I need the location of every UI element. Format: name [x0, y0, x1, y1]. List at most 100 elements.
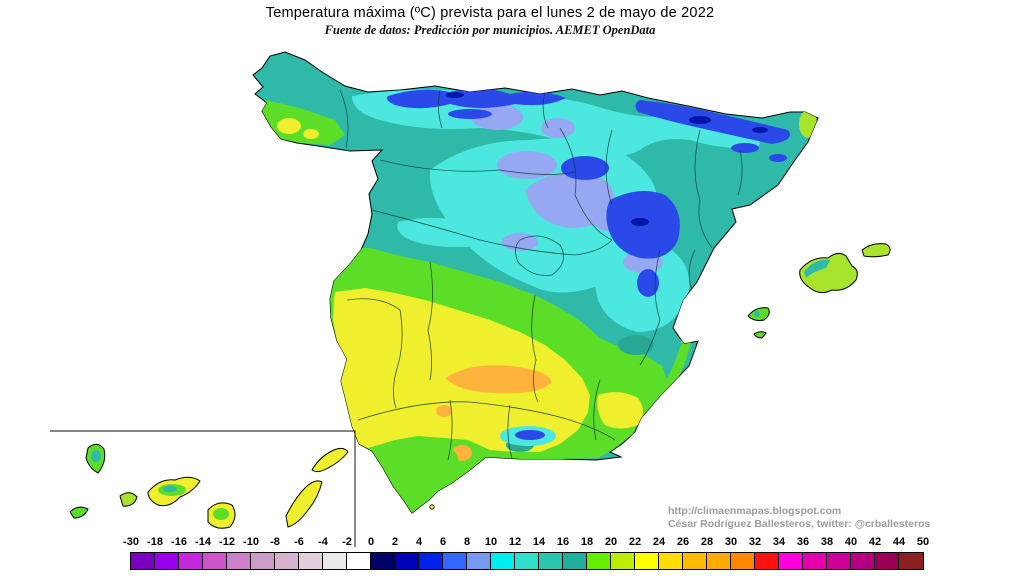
legend-tick-label: 2	[391, 536, 399, 548]
ibiza-teal-spot	[754, 311, 760, 317]
temp-region-periwinkle-2	[541, 118, 575, 138]
legend-segment	[563, 553, 587, 569]
legend-tick-label: 8	[463, 536, 471, 548]
legend-segment	[299, 553, 323, 569]
legend-segment	[851, 553, 875, 569]
temp-region-teal-murcia	[618, 335, 654, 355]
attribution: http://climaenmapas.blogspot.com César R…	[668, 505, 930, 531]
legend-segment	[731, 553, 755, 569]
legend-segment	[227, 553, 251, 569]
temp-region-yellow-galicia-2	[303, 129, 319, 139]
legend-segment	[611, 553, 635, 569]
legend-tick-label: 34	[772, 536, 786, 548]
temp-region-orange-lamancha	[445, 365, 552, 394]
temp-region-yellow-murcia	[597, 392, 643, 429]
attribution-author: César Rodríguez Ballesteros, twitter: @c…	[668, 518, 931, 530]
tenerife-teal-core	[163, 486, 177, 492]
legend-tick-label: -4	[318, 536, 328, 548]
legend-segment	[827, 553, 851, 569]
legend-tick-label: 24	[652, 536, 666, 548]
legend-segment	[347, 553, 371, 569]
legend-segment	[755, 553, 779, 569]
la-gomera-island	[119, 492, 138, 507]
legend-tick-label: -10	[243, 536, 259, 548]
el-hierro-island	[69, 506, 89, 519]
legend-tick-label: 26	[676, 536, 690, 548]
legend-segment	[659, 553, 683, 569]
temp-region-green-galicia	[262, 100, 345, 145]
lanzarote-island	[311, 447, 349, 473]
legend-tick-label: 30	[724, 536, 738, 548]
legend-tick-label: 22	[628, 536, 642, 548]
legend-tick-label: 16	[556, 536, 570, 548]
legend-segment	[635, 553, 659, 569]
temp-region-navy-2	[689, 116, 711, 124]
legend-segment	[419, 553, 443, 569]
balearic-islands	[747, 243, 891, 339]
temp-region-blue-pyrenees-2	[731, 143, 759, 153]
ceuta-dot	[429, 504, 435, 510]
legend-segment	[539, 553, 563, 569]
mallorca-tramuntana	[804, 259, 830, 278]
legend-tick-label: -6	[294, 536, 304, 548]
temp-region-blue-cantabrian-2	[448, 109, 492, 119]
legend-segment	[803, 553, 827, 569]
temp-region-yellow-south	[333, 288, 590, 452]
temp-region-blue-pyrenees-3	[769, 154, 787, 162]
temp-region-navy-4	[631, 218, 649, 226]
legend-tick-label: 28	[700, 536, 714, 548]
legend-tick-label: 20	[604, 536, 618, 548]
temp-region-yellow-galicia-1	[277, 118, 301, 134]
legend-tick-label: -2	[342, 536, 352, 548]
gran-canaria-green-core	[213, 508, 229, 520]
inset-border	[50, 430, 356, 547]
legend-segment	[587, 553, 611, 569]
legend-tick-label: 0	[367, 536, 375, 548]
legend-tick-label: 44	[892, 536, 906, 548]
canary-islands-inset	[50, 430, 356, 547]
temp-region-blue-cuenca	[637, 269, 659, 297]
legend-tick-label: -8	[270, 536, 280, 548]
legend-segment	[203, 553, 227, 569]
attribution-url: http://climaenmapas.blogspot.com	[668, 505, 842, 517]
legend-tick-label: 18	[580, 536, 594, 548]
menorca-island	[861, 243, 891, 258]
legend-segment	[515, 553, 539, 569]
legend-tick-label: 40	[844, 536, 858, 548]
legend-tick-label: 38	[820, 536, 834, 548]
legend-tick-label: -16	[171, 536, 187, 548]
province-borders	[339, 89, 743, 461]
legend-segment	[899, 553, 923, 569]
legend-tick-label: 36	[796, 536, 810, 548]
legend-tick-label: -14	[195, 536, 211, 548]
legend-tick-label: 42	[868, 536, 882, 548]
legend-segment	[371, 553, 395, 569]
legend-tick-label: -12	[219, 536, 235, 548]
temp-region-green-girona	[799, 110, 817, 138]
legend-tick-label: 10	[484, 536, 498, 548]
legend-tick-label: -18	[147, 536, 163, 548]
legend-tick-labels: -30 -18 -16 -14 -12 -10 -8 -6 -4 -2 0 2 4 6 8 10 12 14 16 1…	[123, 536, 929, 549]
legend-segment	[275, 553, 299, 569]
legend-tick-label: -30	[123, 536, 139, 548]
legend-segment	[179, 553, 203, 569]
iberian-peninsula	[252, 51, 819, 514]
legend-segment	[443, 553, 467, 569]
legend-tick-label: 6	[439, 536, 447, 548]
legend-segment	[323, 553, 347, 569]
legend-segment	[131, 553, 155, 569]
temp-region-blue-demanda	[561, 156, 609, 180]
legend-segment	[683, 553, 707, 569]
legend-tick-label: 50	[916, 536, 930, 548]
fuerteventura-island	[285, 480, 323, 528]
temp-region-green-cadiz	[377, 441, 459, 502]
temp-region-blue-cantabrian	[386, 88, 566, 109]
legend-tick-label: 4	[415, 536, 423, 548]
legend-segment	[467, 553, 491, 569]
legend-segment	[707, 553, 731, 569]
legend-segment	[875, 553, 899, 569]
temp-region-navy-1	[446, 92, 464, 98]
legend-segment	[155, 553, 179, 569]
